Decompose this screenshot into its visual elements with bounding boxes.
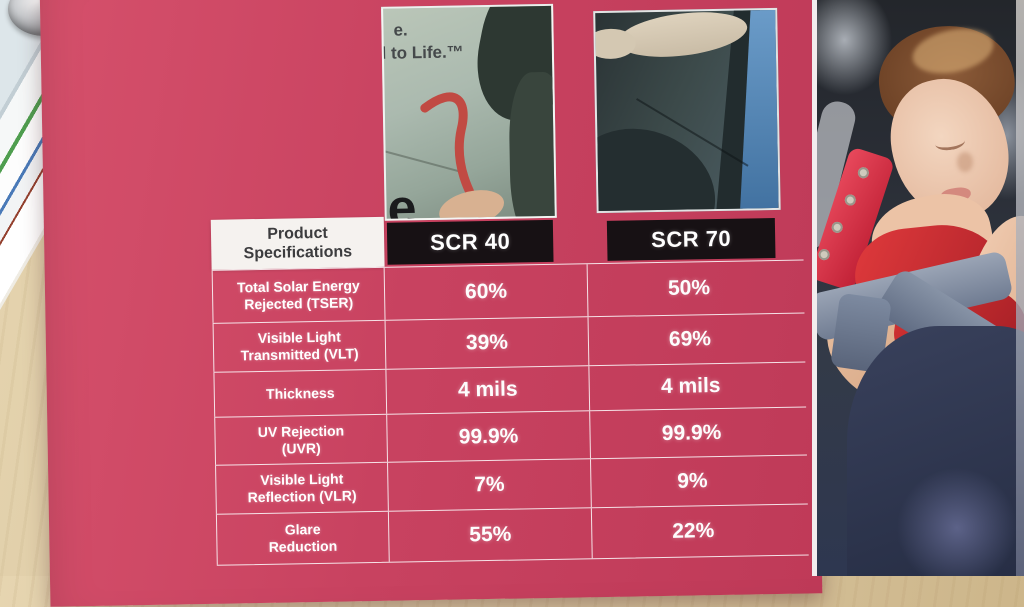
scr40-value: 4 mils <box>457 377 518 402</box>
row-overhang <box>791 362 806 406</box>
snap-button <box>830 220 845 235</box>
row-overhang <box>790 313 805 361</box>
scr70-value: 50% <box>586 260 791 317</box>
scr40-label-bar: SCR 40 <box>386 219 554 265</box>
row-label: UV Rejection (UVR) <box>214 414 389 465</box>
photo-edge-strip <box>1016 0 1024 576</box>
seat-fold-shape <box>593 109 733 214</box>
scr40-value: 99.9% <box>458 423 519 449</box>
row-label: Visible Light Reflection (VLR) <box>215 462 389 514</box>
spec-header-box: Product Specifications <box>210 216 385 270</box>
scr70-value: 9% <box>589 455 794 508</box>
nose-shadow <box>957 152 973 172</box>
hand-shape <box>593 28 637 60</box>
scr70-value: 99.9% <box>589 407 793 459</box>
table-row-tser: Total Solar Energy Rejected (TSER) 60% 5… <box>211 259 805 323</box>
knee-highlight <box>897 468 1017 576</box>
baby-photo-panel <box>812 0 1024 576</box>
row-label: Glare Reduction <box>215 511 390 565</box>
snap-button <box>843 193 858 207</box>
scr70-sample-photo <box>593 7 781 214</box>
scr40-value: 60% <box>464 279 508 304</box>
slogan-fragment: e. d to Life.™ <box>381 17 464 65</box>
row-label: Visible Light Transmitted (VLT) <box>212 320 387 372</box>
scr70-label-bar: SCR 70 <box>606 217 776 261</box>
slogan-line-1: e. <box>393 20 408 40</box>
spec-header-line-2: Specifications <box>243 243 353 263</box>
row-overhang <box>792 407 807 454</box>
brochure-card: e. d to Life.™ e SCR 40 SCR 70 Product S… <box>39 0 823 607</box>
spec-table: Total Solar Energy Rejected (TSER) 60% 5… <box>211 259 809 566</box>
scr40-value: 55% <box>469 522 512 547</box>
scr70-value: 22% <box>590 504 795 559</box>
snap-button <box>856 165 871 180</box>
partial-letter: e <box>387 179 418 221</box>
table-row-vlr: Visible Light Reflection (VLR) 7% 9% <box>215 454 808 514</box>
scr70-value: 4 mils <box>588 362 793 411</box>
table-row-vlt: Visible Light Transmitted (VLT) 39% 69% <box>212 312 806 372</box>
row-label: Total Solar Energy Rejected (TSER) <box>211 267 386 323</box>
scr40-sample-photo: e. d to Life.™ e <box>381 3 557 221</box>
snap-button <box>817 247 832 262</box>
table-row-glare: Glare Reduction 55% 22% <box>215 503 809 566</box>
row-overhang <box>790 260 805 312</box>
scr70-value: 69% <box>587 313 792 366</box>
row-overhang <box>794 504 809 554</box>
scr40-value: 39% <box>465 330 509 355</box>
spec-header-line-1: Product <box>267 224 328 243</box>
row-label: Thickness <box>213 369 388 417</box>
slogan-line-2: d to Life.™ <box>381 42 464 63</box>
row-overhang <box>793 455 808 503</box>
scr40-value: 7% <box>474 472 505 497</box>
